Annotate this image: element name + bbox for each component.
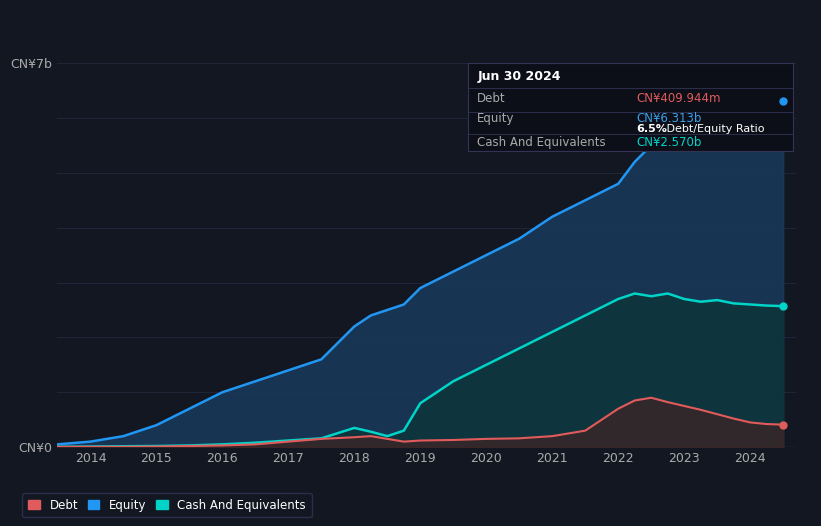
- Legend: Debt, Equity, Cash And Equivalents: Debt, Equity, Cash And Equivalents: [22, 493, 311, 518]
